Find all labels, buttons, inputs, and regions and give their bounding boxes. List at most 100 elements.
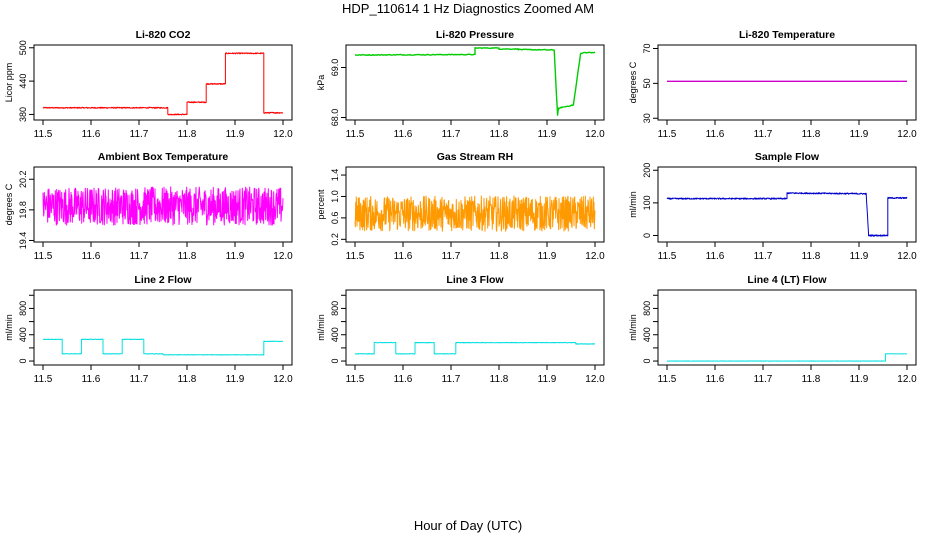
x-tick-label: 11.7	[442, 129, 461, 140]
x-tick-label: 12.0	[897, 374, 917, 385]
plot-frame	[33, 166, 293, 243]
panel-2: Li-820 Pressure kPa 11.5 11.6 11.7 11.8 11.9 12…	[316, 29, 605, 140]
y-tick-label: 1.0	[330, 190, 340, 203]
x-tick-label: 11.7	[130, 251, 149, 262]
x-tick-label: 11.6	[394, 374, 413, 385]
plot-frame	[33, 289, 293, 366]
y-tick-label: 400	[642, 327, 652, 342]
x-tick-label: 11.9	[226, 374, 245, 385]
x-tick-label: 11.7	[442, 374, 461, 385]
x-tick-label: 11.9	[538, 251, 557, 262]
x-tick-label: 11.9	[850, 251, 869, 262]
plot-frame	[657, 166, 917, 243]
y-axis-label: ml/min	[628, 314, 638, 341]
y-tick-label: 800	[642, 301, 652, 316]
x-tick-label: 12.0	[585, 129, 605, 140]
y-tick-label: 68.0	[330, 109, 340, 127]
x-tick-label: 11.8	[490, 129, 509, 140]
panel-9: Line 4 (LT) Flow ml/min 11.5 11.6 11.7 11.8 11…	[628, 274, 917, 385]
figure-title: HDP_110614 1 Hz Diagnostics Zoomed AM	[342, 1, 594, 16]
y-tick-label: 20.2	[18, 170, 28, 188]
x-tick-label: 11.8	[178, 129, 197, 140]
x-tick-label: 11.5	[658, 374, 677, 385]
y-tick-label: 440	[18, 74, 28, 89]
x-tick-label: 11.5	[346, 129, 365, 140]
x-tick-label: 12.0	[897, 251, 917, 262]
x-tick-label: 11.7	[442, 251, 461, 262]
plot-frame	[345, 44, 605, 121]
panel-title: Li-820 Temperature	[739, 29, 835, 41]
x-tick-label: 11.6	[394, 129, 413, 140]
panel-title: Li-820 Pressure	[436, 29, 514, 41]
x-tick-label: 11.7	[130, 374, 149, 385]
y-axis-label: kPa	[316, 75, 326, 91]
series-line	[666, 353, 908, 362]
x-tick-label: 11.6	[82, 251, 101, 262]
x-tick-label: 11.6	[82, 374, 101, 385]
x-tick-label: 11.8	[802, 251, 821, 262]
x-tick-label: 11.6	[706, 129, 725, 140]
x-tick-label: 12.0	[273, 374, 293, 385]
y-tick-label: 380	[18, 107, 28, 122]
x-tick-label: 11.8	[490, 251, 509, 262]
y-axis-label: ml/min	[4, 314, 14, 341]
x-tick-label: 11.9	[226, 251, 245, 262]
y-tick-label: 0	[18, 359, 28, 364]
panel-6: Sample Flow ml/min 11.5 11.6 11.7 11.8 11.9 12.…	[628, 151, 917, 262]
panel-title: Ambient Box Temperature	[98, 151, 229, 163]
x-tick-label: 11.8	[178, 374, 197, 385]
y-axis-label: percent	[316, 189, 326, 220]
x-tick-label: 11.8	[802, 129, 821, 140]
x-tick-label: 11.8	[178, 251, 197, 262]
y-tick-label: 800	[330, 301, 340, 316]
y-tick-label: 0	[642, 359, 652, 364]
y-tick-label: 19.8	[18, 201, 28, 219]
y-tick-label: 100	[642, 195, 652, 210]
plot-frame	[345, 289, 605, 366]
y-axis-label: degrees C	[4, 183, 14, 225]
panel-title: Li-820 CO2	[136, 29, 191, 41]
y-tick-label: 70	[642, 43, 652, 53]
panel-title: Line 4 (LT) Flow	[747, 274, 827, 286]
plot-frame	[345, 166, 605, 243]
series-line	[42, 52, 284, 116]
y-axis-label: Licor ppm	[4, 63, 14, 103]
x-tick-label: 11.6	[706, 374, 725, 385]
panel-title: Line 3 Flow	[446, 274, 504, 286]
y-axis-label: ml/min	[316, 314, 326, 341]
series-line	[42, 338, 284, 356]
panel-3: Li-820 Temperature degrees C 11.5 11.6 11.7 1…	[628, 29, 917, 140]
panel-title: Line 2 Flow	[134, 274, 192, 286]
x-tick-label: 11.6	[82, 129, 101, 140]
x-tick-label: 11.5	[346, 251, 365, 262]
series-line	[354, 47, 596, 116]
series-line	[42, 186, 284, 226]
y-tick-label: 0.2	[330, 233, 340, 246]
x-tick-label: 11.6	[394, 251, 413, 262]
x-tick-label: 12.0	[585, 374, 605, 385]
y-tick-label: 500	[18, 40, 28, 55]
x-tick-label: 12.0	[273, 129, 293, 140]
x-tick-label: 11.9	[538, 129, 557, 140]
x-tick-label: 11.5	[346, 374, 365, 385]
y-tick-label: 50	[642, 78, 652, 88]
x-tick-label: 11.8	[802, 374, 821, 385]
y-tick-label: 69.0	[330, 59, 340, 77]
x-tick-label: 11.7	[754, 251, 773, 262]
y-tick-label: 800	[18, 301, 28, 316]
x-tick-label: 11.9	[538, 374, 557, 385]
plot-frame	[657, 44, 917, 121]
x-tick-label: 11.5	[34, 251, 53, 262]
panel-1: Li-820 CO2 Licor ppm 11.5 11.6 11.7 11.8 11.9 1…	[4, 29, 293, 140]
x-tick-label: 11.5	[34, 129, 53, 140]
panel-title: Gas Stream RH	[437, 151, 513, 163]
series-line	[354, 341, 596, 355]
x-tick-label: 11.9	[226, 129, 245, 140]
y-tick-label: 200	[642, 163, 652, 178]
panel-title: Sample Flow	[755, 151, 820, 163]
y-tick-label: 400	[330, 327, 340, 342]
y-tick-label: 19.4	[18, 232, 28, 250]
x-tick-label: 11.5	[34, 374, 53, 385]
x-tick-label: 11.6	[706, 251, 725, 262]
